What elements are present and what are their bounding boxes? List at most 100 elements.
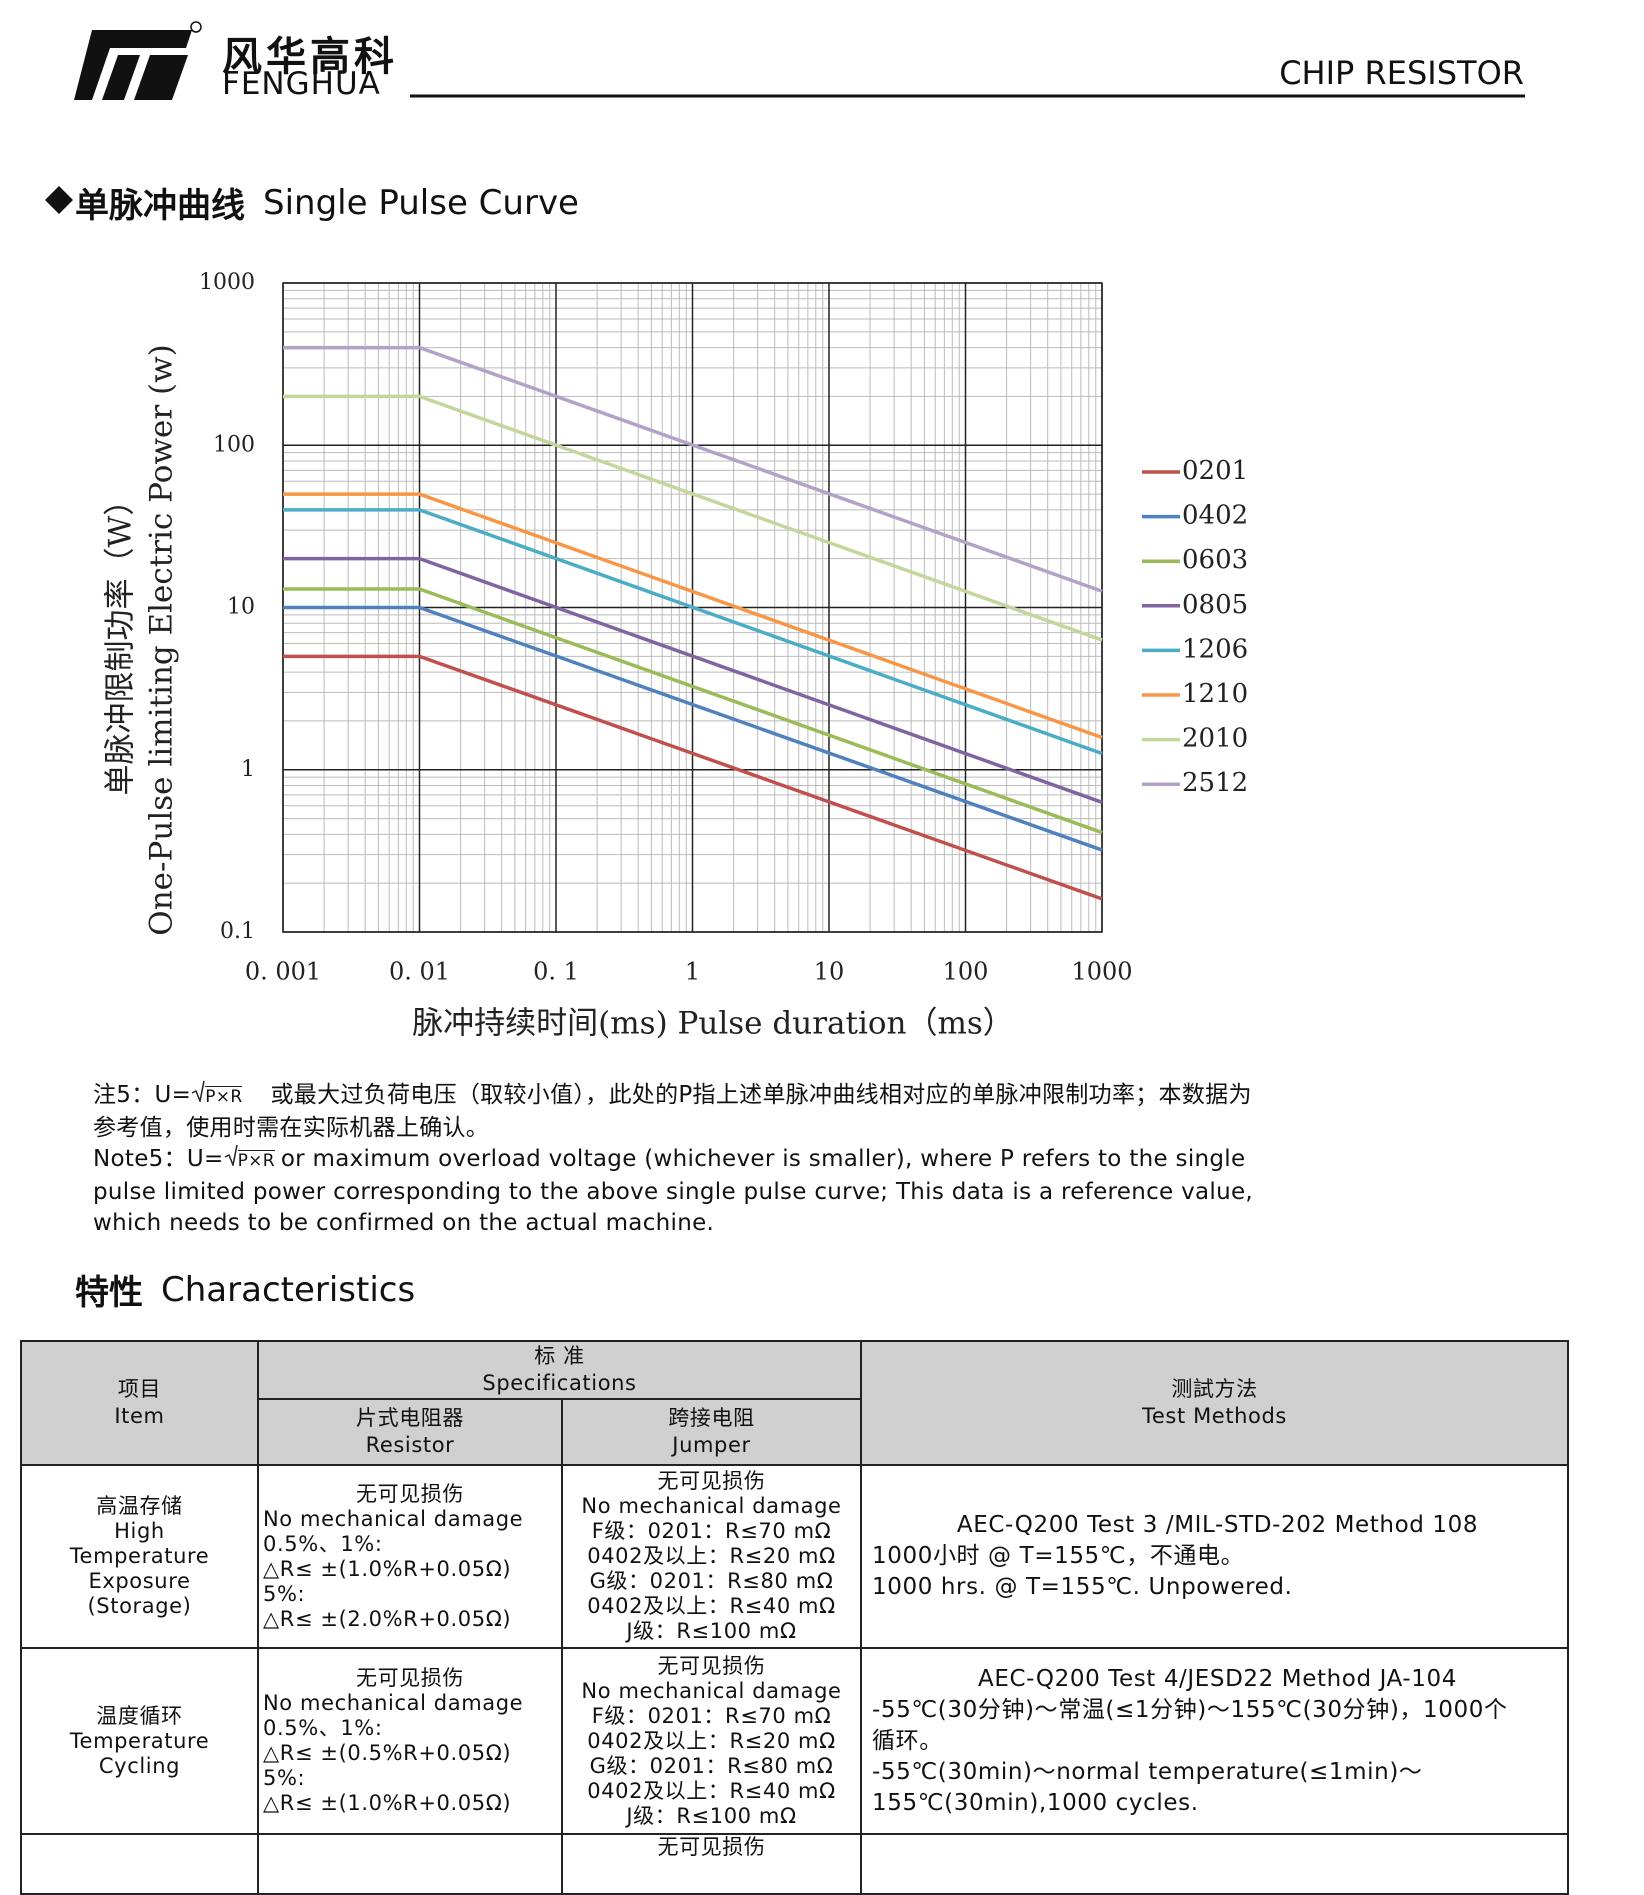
heading-cn: 单脉冲曲线 [75, 186, 245, 226]
table-row: 无可见损伤 [20, 1833, 1570, 1895]
cell-line: -55℃(30分钟)～常温(≤1分钟)～155℃(30分钟)，1000个 [872, 1696, 1508, 1723]
legend-label: 0805 [1182, 590, 1248, 620]
series-line [283, 394, 1103, 642]
cell-line: No mechanical damage [581, 1678, 842, 1703]
table-cell: 无可见损伤 [560, 1833, 863, 1895]
legend-label: 0603 [1182, 545, 1248, 575]
radical [224, 1144, 238, 1168]
cell-line: High [114, 1519, 165, 1543]
cell-line: 0402及以上：R≤40 mΩ [587, 1778, 836, 1803]
cell-line: 0.5%、1%: [263, 1531, 383, 1556]
y-axis-label: One-Pulse limiting Electric Power (w) [144, 344, 180, 935]
cell-line: Test Methods [1142, 1404, 1287, 1428]
note-text: 或最大过负荷电压（取较小值），此处的P指上述单脉冲曲线相对应的单脉冲限制功率；本… [270, 1082, 1252, 1108]
cell-line: 0402及以上：R≤40 mΩ [587, 1594, 836, 1618]
cell-line: 项目 [117, 1377, 162, 1401]
table-cell: AEC-Q200 Test 3 /MIL-STD-202 Method 108 1… [860, 1464, 1570, 1649]
brand-cn: 风华高科 [222, 34, 398, 80]
cell-line: 无可见损伤 [657, 1835, 766, 1859]
cell-line: △R≤ ±(1.0%R+0.05Ω) [263, 1791, 512, 1815]
chart: 0. 001 0. 01 0. 1 1 10 100 1000 0.1 1 10 100 1000 脉冲… [45, 21, 1525, 1042]
cell-line: Jumper [672, 1433, 751, 1457]
x-axis-label: 脉冲持续时间(ms) Pulse duration（ms） [412, 1006, 1014, 1042]
note-line: pulse limited power corresponding to the… [93, 1179, 1254, 1205]
cell-line: (Storage) [87, 1594, 192, 1618]
note-text: Note5：U= [93, 1146, 224, 1172]
series-line [283, 345, 1103, 593]
note-line: which needs to be confirmed on the actua… [93, 1210, 715, 1236]
note-line: 注5：U= P×R 或最大过负荷电压（取较小值），此处的P指上述单脉冲曲线相对应的单… [93, 1080, 1253, 1113]
y-tick-label: 1 [241, 757, 255, 782]
cell-line: AEC-Q200 Test 3 /MIL-STD-202 Method 108 [956, 1512, 1479, 1538]
bullet [45, 186, 73, 214]
cell-line: 无可见损伤 [356, 1481, 464, 1506]
cell-line: G级：0201：R≤80 mΩ [589, 1753, 834, 1778]
series-line [283, 587, 1103, 835]
cell-line: 5%: [263, 1581, 306, 1606]
series-line [283, 556, 1103, 804]
logo-mark [74, 21, 202, 100]
cell-line: 无可见损伤 [356, 1666, 464, 1690]
y-tick-label: 10 [227, 595, 255, 620]
table-row: 温度循环 Temperature Cycling 无可见损伤 No mechanical… [20, 1647, 1570, 1835]
table-cell: 无可见损伤 No mechanical damage 0.5%、1%: △R≤ ±(1… [257, 1464, 563, 1649]
header-cell: 片式电阻器 Resistor [257, 1398, 563, 1466]
note-text: or maximum overload voltage (whichever i… [280, 1146, 1246, 1172]
cell-line: 5%: [263, 1766, 306, 1790]
note: 注5：U= P×R 或最大过负荷电压（取较小值），此处的P指上述单脉冲曲线相对应的单… [93, 1080, 1253, 1239]
heading-en: Characteristics [161, 1269, 416, 1310]
cell-line: 1000 hrs. @ T=155℃. Unpowered. [872, 1574, 1293, 1600]
cell-line: 0402及以上：R≤20 mΩ [587, 1544, 836, 1568]
note-text: 注5：U= [93, 1082, 192, 1108]
x-tick-label: 1000 [1071, 958, 1132, 986]
note-radicand: P×R [205, 1086, 243, 1107]
header-cell: 跨接电阻 Jumper [560, 1398, 863, 1466]
cell-line: 高温存储 [96, 1494, 183, 1518]
cell-line: 无可见损伤 [657, 1469, 766, 1493]
radical [191, 1080, 205, 1104]
header-cell: 标 准 Specifications [256, 1340, 863, 1400]
table-cell: 无可见损伤 No mechanical damage F级：0201：R≤70 mΩ… [560, 1464, 863, 1649]
table-cell: 无可见损伤 No mechanical damage F级：0201：R≤70 mΩ… [560, 1647, 863, 1835]
heading-en: Single Pulse Curve [263, 182, 579, 223]
cell-line: △R≤ ±(0.5%R+0.05Ω) [263, 1741, 512, 1765]
heading-cn: 特性 [75, 1273, 143, 1313]
cell-line: G级：0201：R≤80 mΩ [589, 1569, 834, 1593]
x-tick-label: 0. 1 [533, 958, 579, 986]
table-cell [257, 1833, 563, 1895]
cell-line: △R≤ ±(2.0%R+0.05Ω) [263, 1606, 512, 1631]
product: CHIP RESISTOR [1279, 54, 1524, 92]
cell-line: No mechanical damage [263, 1691, 524, 1715]
cell-line: Temperature [69, 1728, 210, 1753]
legend-label: 1210 [1182, 679, 1248, 709]
cell-line: J级：R≤100 mΩ [626, 1619, 797, 1643]
note-radicand: P×R [237, 1150, 275, 1171]
series-line [283, 508, 1103, 756]
series-line [283, 492, 1103, 740]
cell-line: No mechanical damage [581, 1494, 842, 1518]
cell-line: Temperature [69, 1544, 210, 1568]
header-cell: 项目 Item [20, 1340, 259, 1466]
table-cell: 高温存储 High Temperature Exposure (Storage) [20, 1464, 259, 1649]
y-axis-label: 单脉冲限制功率（W） [103, 485, 139, 796]
brand-en: FENGHUA [222, 66, 381, 102]
table-cell: 温度循环 Temperature Cycling [20, 1647, 259, 1835]
cell-line: 标 准 [534, 1344, 585, 1368]
table-cell [860, 1833, 1570, 1895]
cell-line: 测試方法 [1171, 1377, 1258, 1401]
cell-line: △R≤ ±(1.0%R+0.05Ω) [263, 1556, 512, 1581]
note-line: Note5：U= P×R or maximum overload voltage (… [93, 1144, 1253, 1177]
section-heading: 特性 Characteristics [75, 1265, 415, 1314]
legend-label: 0402 [1182, 501, 1248, 531]
header-row: 片式电阻器 Resistor 跨接电阻 Jumper [21, 1398, 1568, 1466]
y-tick-label: 100 [213, 432, 255, 457]
header-cell: 测試方法 Test Methods [860, 1340, 1570, 1466]
cell-line: F级：0201：R≤70 mΩ [591, 1519, 832, 1543]
characteristics-table: 项目 Item 标 准 Specifications 测試方法 Test Methods 片… [20, 1340, 1570, 1895]
x-tick-label: 1 [685, 958, 700, 986]
table-cell: 无可见损伤 No mechanical damage 0.5%、1%: △R≤ ±(0… [257, 1647, 563, 1835]
cell-line: 循环。 [872, 1727, 943, 1754]
series-line [283, 654, 1103, 901]
table-cell [20, 1833, 259, 1895]
